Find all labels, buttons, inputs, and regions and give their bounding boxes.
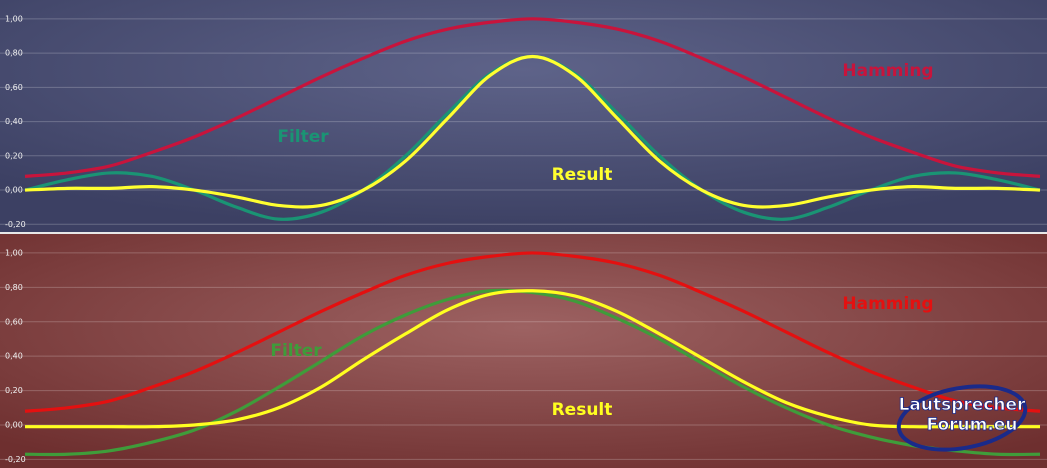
series-line: [25, 289, 1040, 429]
logo-ring: [896, 384, 1028, 452]
series-label: Hamming: [842, 294, 933, 314]
series-line: [24, 288, 1041, 457]
series-label: Filter: [277, 127, 329, 147]
series-label: Hamming: [842, 61, 933, 81]
y-tick-label: 0,60: [5, 317, 23, 326]
y-tick-label: 0,40: [5, 352, 23, 361]
y-tick-label: -0,20: [5, 220, 26, 229]
logo-text: Lautsprecher: [899, 395, 1026, 415]
y-tick-label: 0,20: [5, 386, 23, 395]
separator: [0, 232, 1047, 234]
logo: Lautsprecher Forum.eu: [896, 384, 1028, 452]
y-tick-label: -0,20: [5, 455, 26, 464]
logo-text: Forum.eu: [927, 415, 1018, 435]
panel-background: [0, 234, 1047, 468]
series-line: [24, 17, 1041, 178]
y-tick-label: 0,00: [5, 420, 23, 429]
y-tick-label: 0,80: [5, 49, 23, 58]
y-tick-label: 0,20: [5, 151, 23, 160]
series-label: Result: [552, 400, 613, 420]
series-line: [24, 251, 1041, 413]
y-tick-label: 0,40: [5, 117, 23, 126]
y-tick-label: 1,00: [5, 248, 23, 257]
y-tick-label: 0,60: [5, 83, 23, 92]
series-label: Result: [552, 165, 613, 185]
series-label: Filter: [270, 341, 322, 361]
panel-background: [0, 0, 1047, 232]
y-tick-label: 0,00: [5, 186, 23, 195]
y-tick-label: 0,80: [5, 283, 23, 292]
series-line: [24, 54, 1041, 209]
y-tick-label: 1,00: [5, 14, 23, 23]
plots: -0,20 0,00 0,20 0,40 0,60 0,80 1,00 Hamming Filt…: [0, 14, 1047, 464]
